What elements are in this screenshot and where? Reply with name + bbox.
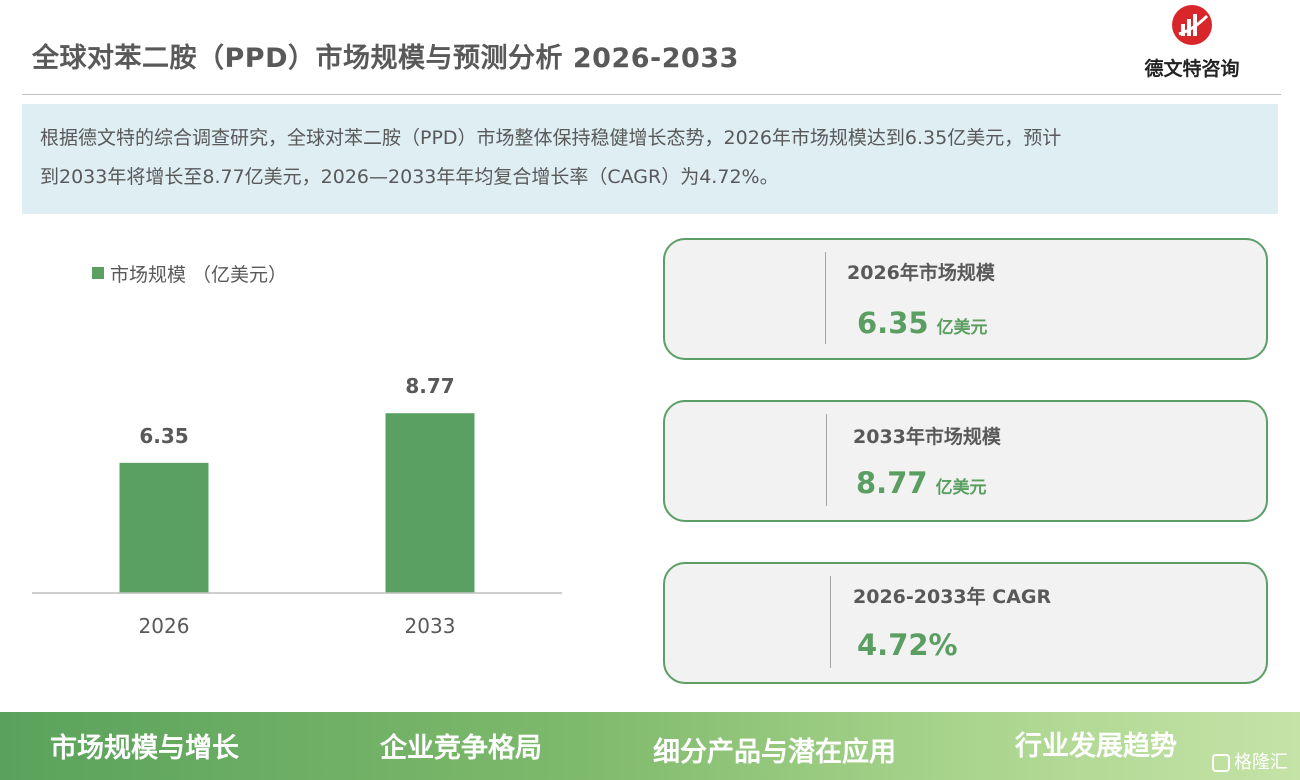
kpi-value: 8.77 亿美元 <box>856 466 987 500</box>
nav-market-growth[interactable]: 市场规模与增长 <box>50 733 239 764</box>
kpi-label: 2033年市场规模 <box>853 426 1001 448</box>
kpi-unit: 亿美元 <box>935 478 987 498</box>
card-divider <box>830 576 831 668</box>
nav-industry-trends[interactable]: 行业发展趋势 <box>1015 731 1177 762</box>
card-divider <box>826 414 827 506</box>
card-divider <box>825 252 826 344</box>
brand-logo: 德文特咨询 <box>1140 4 1244 80</box>
kpi-label: 2026-2033年 CAGR <box>853 586 1052 608</box>
market-size-chart: 市场规模 （亿美元） 6.35 2026 8.77 2033 <box>0 230 600 670</box>
kpi-card-2033: 2033年市场规模 8.77 亿美元 <box>663 400 1268 522</box>
kpi-number: 8.77 <box>856 466 928 500</box>
nav-competition[interactable]: 企业竞争格局 <box>380 733 542 764</box>
data-label: 6.35 <box>139 424 188 448</box>
bar <box>385 413 475 593</box>
kpi-value: 6.35 亿美元 <box>857 306 988 340</box>
kpi-unit: 亿美元 <box>936 318 988 338</box>
kpi-card-cagr: 2026-2033年 CAGR 4.72% <box>663 562 1268 684</box>
kpi-value: 4.72% <box>857 628 958 662</box>
nav-segments-applications[interactable]: 细分产品与潜在应用 <box>653 737 896 768</box>
kpi-number: 6.35 <box>857 306 929 340</box>
watermark-icon <box>1212 754 1230 772</box>
bar-chart-svg: 市场规模 （亿美元） 6.35 2026 8.77 2033 <box>32 264 562 638</box>
summary-line-1: 根据德文特的综合调查研究，全球对苯二胺（PPD）市场整体保持稳健增长态势，202… <box>40 127 1062 149</box>
x-tick-label: 2026 <box>139 614 190 638</box>
x-tick-label: 2033 <box>405 614 456 638</box>
header-divider <box>22 94 1281 95</box>
bottom-nav-bar: 市场规模与增长 企业竞争格局 细分产品与潜在应用 行业发展趋势 <box>0 712 1300 780</box>
page-title: 全球对苯二胺（PPD）市场规模与预测分析 2026-2033 <box>32 43 739 74</box>
data-label: 8.77 <box>405 374 454 398</box>
summary-line-2: 到2033年将增长至8.77亿美元，2026—2033年年均复合增长率（CAGR… <box>40 166 779 188</box>
summary-box: 根据德文特的综合调查研究，全球对苯二胺（PPD）市场整体保持稳健增长态势，202… <box>22 104 1278 214</box>
kpi-number: 4.72% <box>857 628 958 662</box>
watermark: 格隆汇 <box>1212 748 1288 774</box>
kpi-card-2026: 2026年市场规模 6.35 亿美元 <box>663 238 1268 360</box>
logo-name: 德文特咨询 <box>1144 58 1240 80</box>
logo-icon <box>1172 5 1212 45</box>
kpi-label: 2026年市场规模 <box>847 262 995 284</box>
legend-label: 市场规模 （亿美元） <box>110 264 287 286</box>
bar <box>119 462 209 593</box>
legend-swatch <box>92 267 104 279</box>
watermark-text: 格隆汇 <box>1234 752 1288 773</box>
